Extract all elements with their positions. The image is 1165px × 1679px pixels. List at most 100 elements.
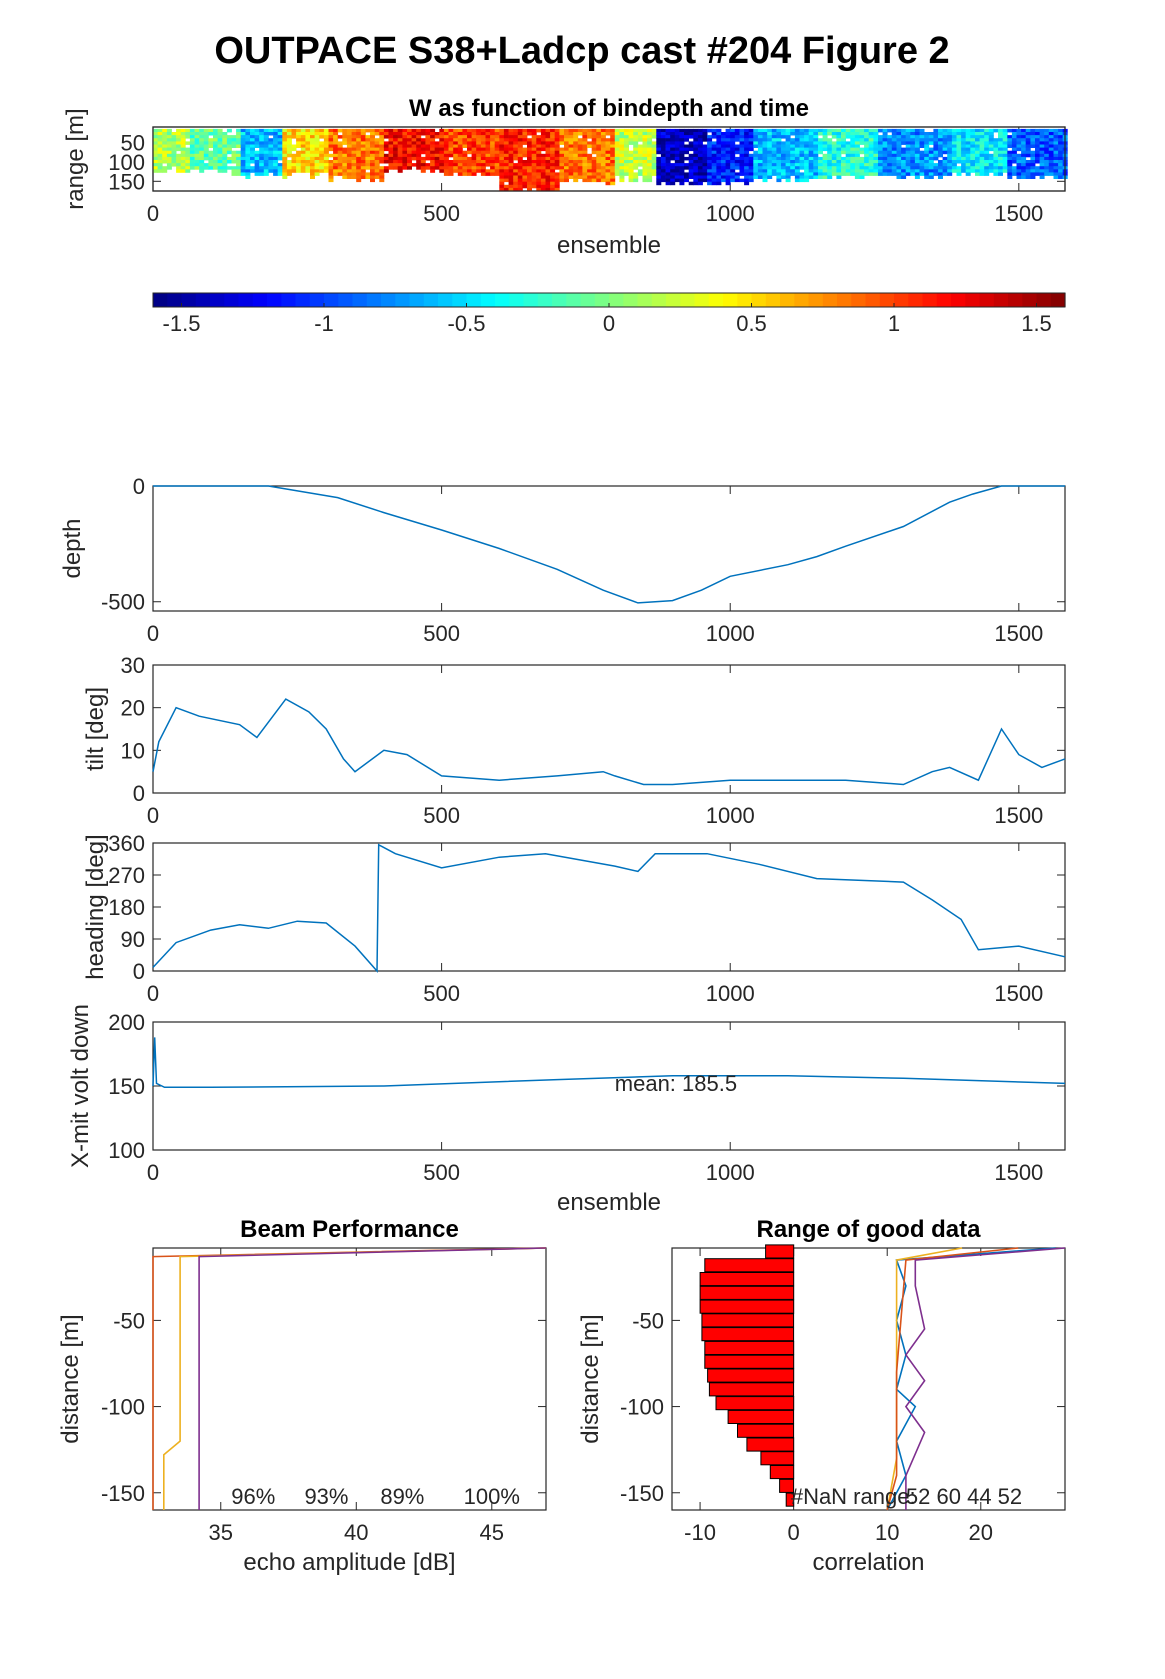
colorbar-swatch	[1008, 293, 1023, 307]
w-image-cell	[550, 138, 556, 142]
w-image-cell	[245, 132, 251, 136]
w-image-cell	[721, 141, 726, 145]
w-image-cell	[656, 163, 662, 167]
w-image-cell	[951, 163, 957, 167]
w-image-cell	[328, 135, 334, 139]
w-image-cell	[291, 160, 297, 164]
w-image-cell	[416, 147, 422, 152]
w-image-cell	[776, 150, 782, 155]
w-image-cell	[411, 156, 417, 161]
w-image-cell	[808, 128, 814, 133]
range-good-data-ytick-label: -100	[620, 1395, 664, 1420]
w-image-cell	[757, 144, 763, 148]
w-image-cell	[1058, 150, 1064, 155]
w-image-cell	[711, 172, 717, 176]
w-image-cell	[679, 132, 685, 136]
w-image-cell	[656, 178, 662, 183]
w-image-cell	[550, 169, 556, 173]
w-image-cell	[836, 138, 842, 142]
w-image-cell	[637, 138, 643, 142]
w-image-cell	[748, 172, 754, 176]
w-image-cell	[416, 156, 422, 161]
w-image-cell	[508, 163, 514, 167]
w-image-cell	[189, 150, 195, 155]
w-image-cell	[282, 156, 288, 161]
w-image-cell	[476, 169, 482, 173]
w-image-cell	[984, 172, 990, 176]
w-image-cell	[346, 132, 352, 136]
w-image-cell	[1021, 135, 1027, 139]
w-image-cell	[776, 169, 782, 173]
w-image-cell	[282, 138, 288, 142]
w-image-cell	[573, 175, 579, 179]
colorbar-swatch	[210, 293, 225, 307]
colorbar-swatch	[837, 293, 852, 307]
w-image-cell	[540, 166, 546, 170]
w-image-cell	[490, 135, 496, 139]
w-image-cell	[185, 163, 191, 167]
w-image-cell	[564, 141, 569, 145]
w-image-cell	[624, 147, 629, 152]
w-image-cell	[1035, 147, 1040, 152]
w-image-cell	[896, 141, 902, 145]
w-image-cell	[1002, 128, 1008, 133]
w-image-cell	[346, 169, 352, 173]
w-image-cell	[189, 156, 195, 161]
w-image-cell	[268, 147, 274, 152]
w-image-cell	[342, 128, 348, 133]
heading-ytick-label: 90	[121, 927, 145, 952]
w-image-cell	[831, 144, 837, 148]
w-image-cell	[748, 135, 754, 139]
w-image-cell	[901, 138, 907, 142]
colorbar-swatch	[965, 293, 981, 307]
w-image-cell	[979, 138, 985, 142]
w-image-cell	[891, 147, 897, 152]
w-image-cell	[1025, 128, 1031, 133]
range-good-data-series-2	[886, 1247, 963, 1511]
w-image-cell	[1044, 169, 1050, 173]
w-image-cell	[434, 147, 440, 152]
w-image-cell	[660, 160, 666, 164]
w-image-cell	[1016, 128, 1022, 133]
w-image-cell	[587, 141, 593, 145]
w-image-cell	[1058, 169, 1064, 173]
w-image-cell	[407, 160, 412, 164]
w-image-cell	[397, 160, 403, 164]
w-image-cell	[693, 153, 699, 158]
w-image-cell	[864, 135, 870, 139]
w-image-cell	[443, 141, 449, 145]
w-image-cell	[836, 150, 842, 155]
w-image-cell	[554, 172, 560, 176]
w-image-cell	[503, 166, 509, 170]
w-image-cell	[213, 135, 218, 139]
w-image-cell	[402, 166, 408, 170]
w-image-cell	[725, 147, 731, 152]
w-image-cell	[527, 163, 532, 167]
w-image-cell	[397, 169, 403, 173]
w-image-cell	[259, 144, 265, 148]
w-image-cell	[670, 169, 676, 173]
w-image-cell	[231, 153, 237, 158]
w-image-cell	[628, 178, 634, 183]
w-image-cell	[614, 150, 620, 155]
w-image-cell	[660, 141, 666, 145]
xmit-volt-ytick-label: 200	[108, 1010, 145, 1035]
w-image-cell	[1016, 172, 1022, 176]
w-image-cell	[333, 147, 339, 152]
w-image-cell	[914, 141, 920, 145]
w-image-cell	[180, 138, 186, 142]
beam-performance-ylabel: distance [m]	[57, 1314, 84, 1443]
w-image-cell	[965, 128, 971, 133]
w-image-cell	[767, 135, 773, 139]
w-image-cell	[434, 132, 440, 136]
w-image-cell	[439, 156, 445, 161]
w-image-cell	[711, 150, 717, 155]
w-image-cell	[494, 153, 500, 158]
w-image-cell	[407, 147, 412, 152]
w-image-cell	[480, 138, 486, 142]
w-image-cell	[545, 184, 551, 189]
w-image-cell	[508, 156, 514, 161]
w-image-cell	[744, 160, 750, 164]
w-image-cell	[467, 169, 472, 173]
w-image-cell	[314, 144, 320, 148]
